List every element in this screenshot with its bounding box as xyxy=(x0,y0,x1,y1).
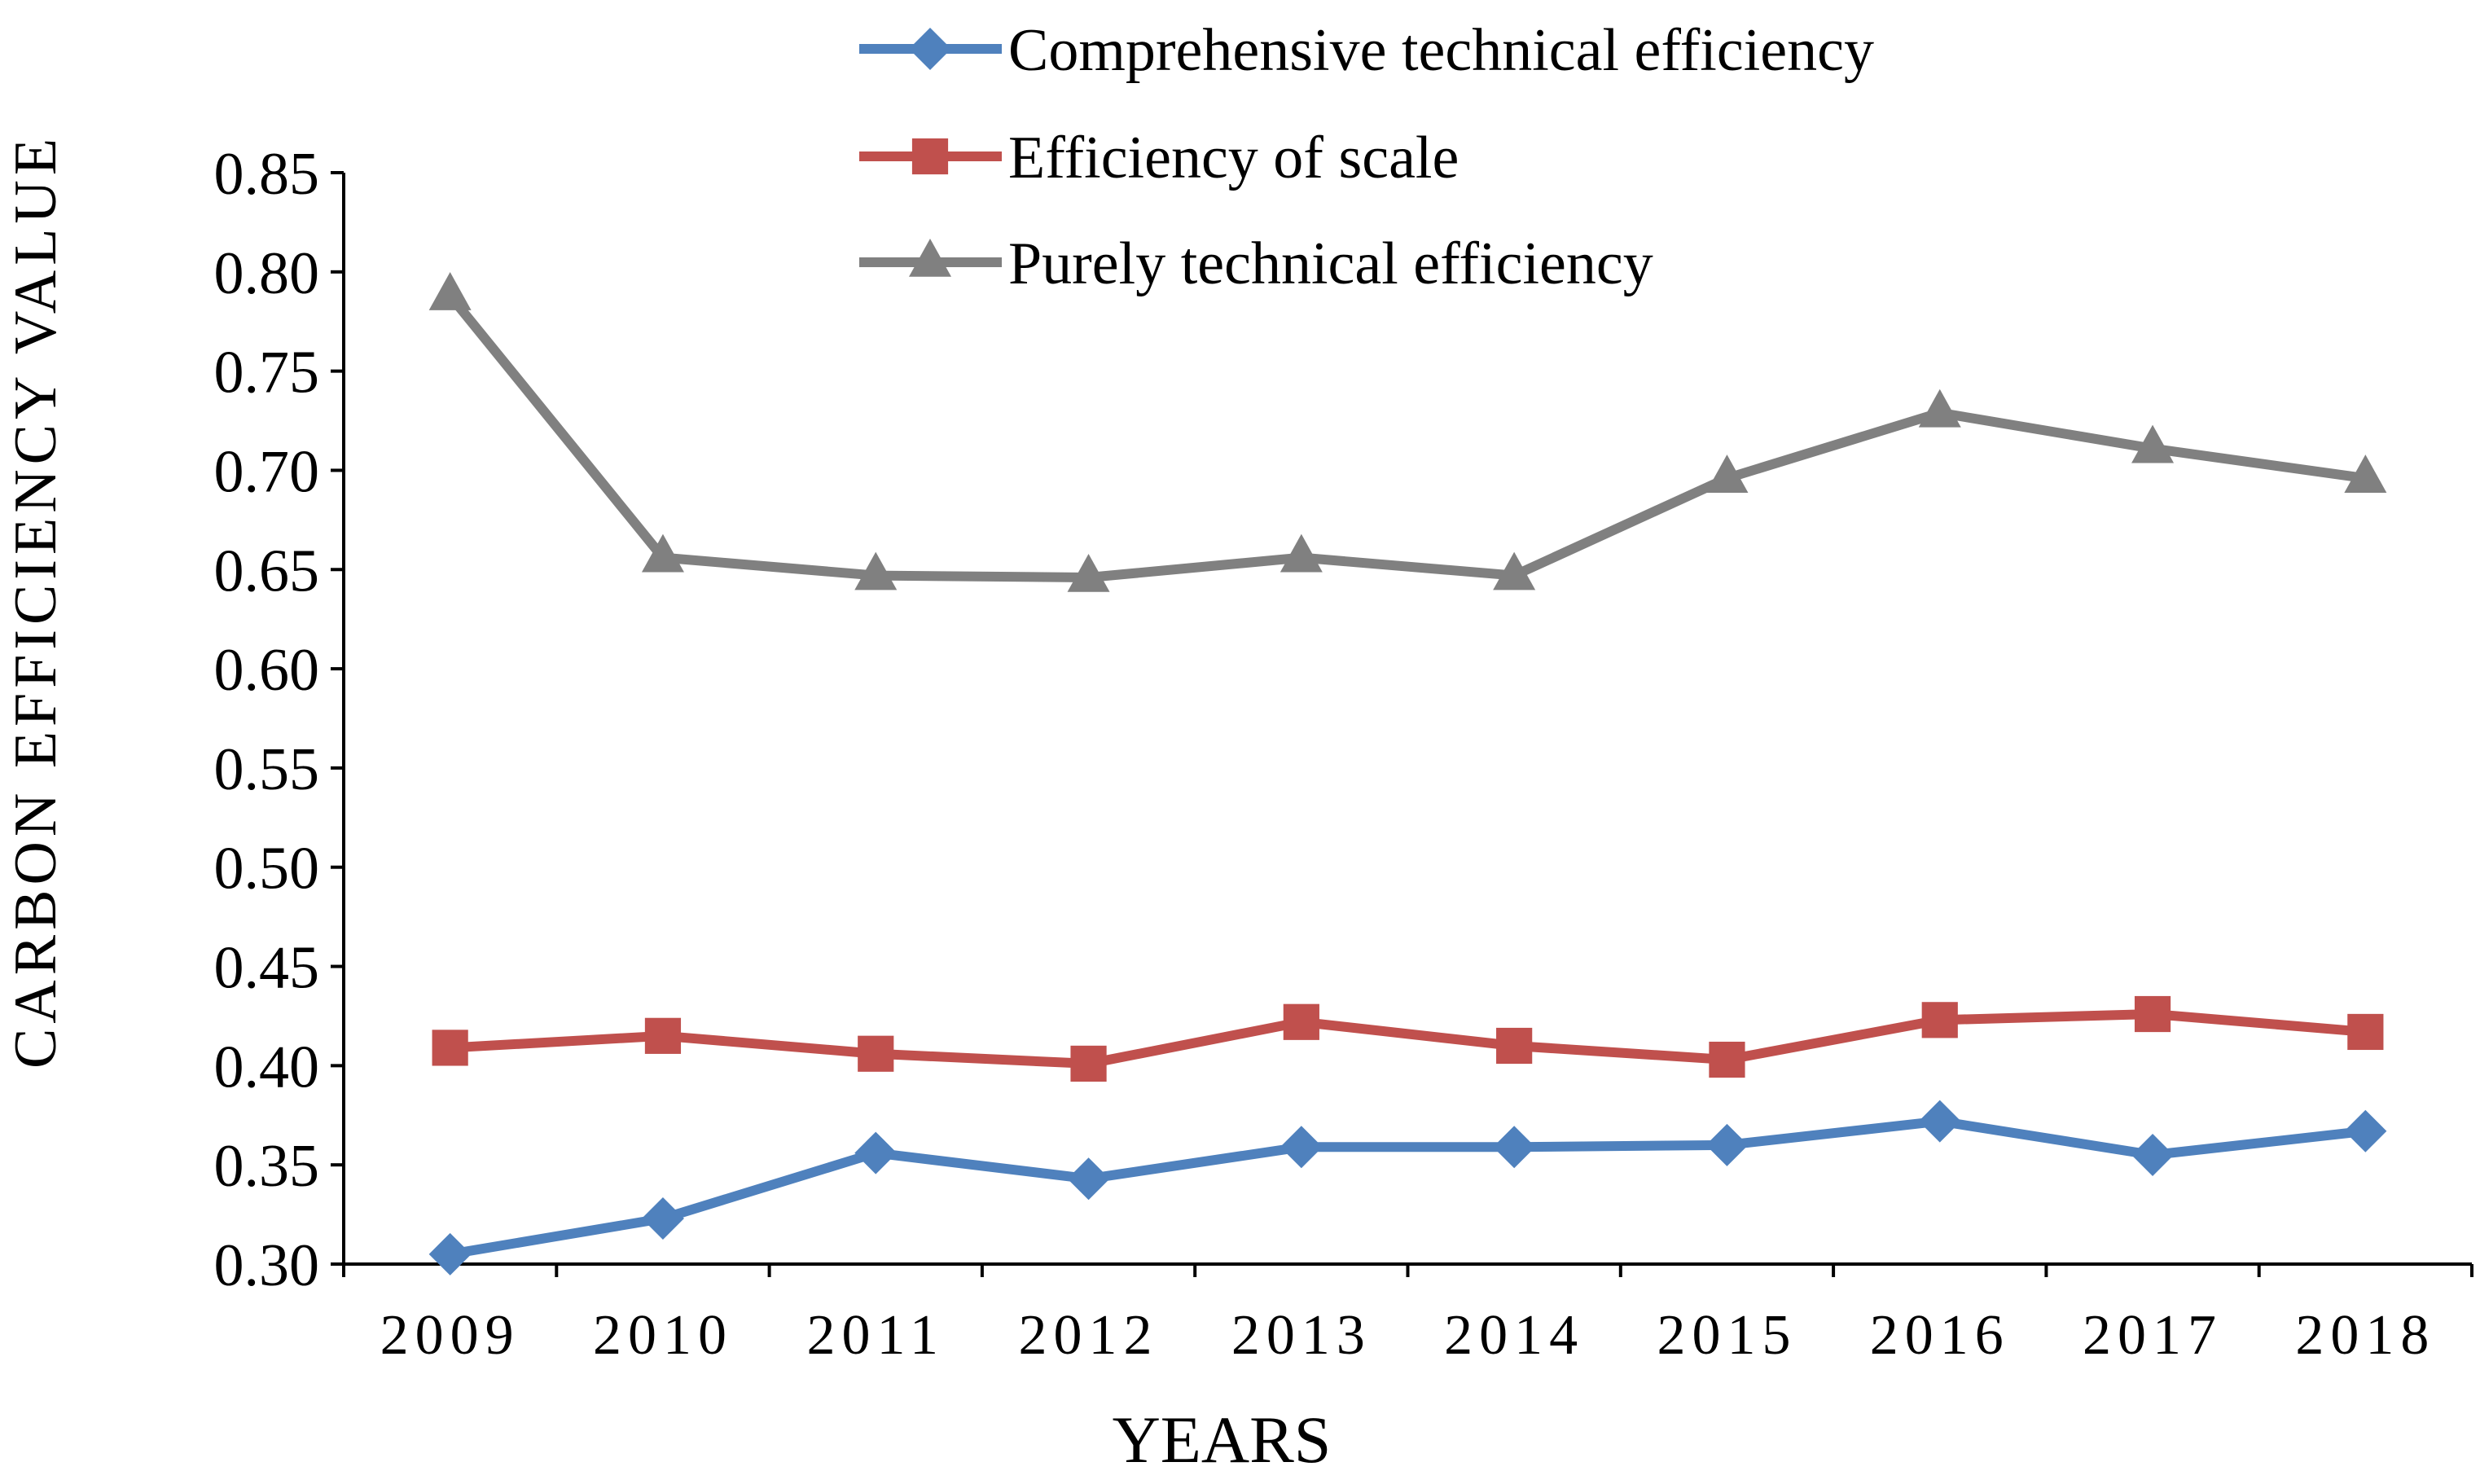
data-point xyxy=(644,1017,682,1054)
data-point xyxy=(1496,1027,1533,1065)
legend-item: Purely technical efficiency xyxy=(859,231,1653,297)
x-tick-label: 2017 xyxy=(2083,1304,2223,1367)
data-point xyxy=(1280,533,1323,573)
x-tick-label: 2013 xyxy=(1231,1304,1372,1367)
data-point xyxy=(858,1035,894,1072)
data-point xyxy=(2134,995,2171,1033)
y-tick-label: 0.35 xyxy=(214,1133,320,1200)
legend: Comprehensive technical efficiency Effici… xyxy=(859,17,1874,297)
series-0 xyxy=(428,1100,2387,1275)
series-1 xyxy=(432,995,2384,1082)
x-tick-label: 2014 xyxy=(1444,1304,1584,1367)
data-point xyxy=(1070,1045,1107,1082)
legend-item: Comprehensive technical efficiency xyxy=(859,17,1874,84)
y-tick-label: 0.70 xyxy=(214,438,320,505)
legend-label: Purely technical efficiency xyxy=(1008,231,1653,297)
y-tick-label: 0.80 xyxy=(214,240,320,307)
data-point xyxy=(2131,424,2175,463)
plot-area xyxy=(428,272,2387,1275)
legend-marker xyxy=(909,28,951,70)
y-axis-title: CARBON EFFICIENCY VALUE xyxy=(2,134,69,1069)
x-tick-label: 2010 xyxy=(593,1304,733,1367)
y-tick-label: 0.60 xyxy=(214,637,320,704)
data-point xyxy=(1921,1002,1958,1038)
data-point xyxy=(1067,1157,1110,1201)
series-line xyxy=(449,1116,2367,1259)
data-point xyxy=(1067,554,1110,592)
data-point xyxy=(641,1196,684,1240)
data-point xyxy=(1493,1126,1536,1169)
x-tick-label: 2009 xyxy=(380,1304,520,1367)
x-tick-label: 2011 xyxy=(807,1304,945,1367)
data-point xyxy=(1493,551,1536,591)
data-point xyxy=(641,533,684,573)
data-point xyxy=(432,1030,468,1066)
x-tick-label: 2016 xyxy=(1870,1304,2010,1367)
y-tick-label: 0.65 xyxy=(214,538,320,604)
y-tick-label: 0.75 xyxy=(214,340,320,406)
data-point xyxy=(854,551,898,591)
data-point xyxy=(1709,1041,1745,1078)
y-axis: 0.30 0.35 0.40 0.45 0.50 0.55 0.60 0.65 0.70 0.75… xyxy=(214,141,345,1299)
series-line xyxy=(446,292,2367,583)
y-tick-label: 0.40 xyxy=(214,1034,320,1100)
data-point xyxy=(1705,454,1749,493)
x-axis: 2009 2010 2011 2012 2013 2014 2015 2016 2017 2018 xyxy=(342,1262,2473,1367)
x-tick-label: 2012 xyxy=(1019,1304,1159,1367)
data-point xyxy=(1918,389,1961,428)
x-axis-title: YEARS xyxy=(1113,1403,1332,1477)
y-tick-label: 0.85 xyxy=(214,141,320,208)
y-tick-label: 0.30 xyxy=(214,1232,320,1299)
legend-label: Efficiency of scale xyxy=(1008,125,1459,191)
series-line xyxy=(450,1009,2366,1069)
data-point xyxy=(2347,1013,2384,1051)
data-point xyxy=(1280,1126,1323,1169)
data-point xyxy=(1705,1123,1749,1166)
data-point xyxy=(1283,1003,1319,1040)
series-2 xyxy=(428,272,2387,592)
y-tick-label: 0.55 xyxy=(214,736,320,803)
legend-label: Comprehensive technical efficiency xyxy=(1008,17,1874,84)
data-point xyxy=(2344,1109,2387,1153)
data-point xyxy=(2131,1134,2175,1176)
y-tick-label: 0.50 xyxy=(214,836,320,902)
x-tick-label: 2018 xyxy=(2295,1304,2435,1367)
legend-marker xyxy=(911,138,949,175)
y-tick-label: 0.45 xyxy=(214,935,320,1002)
x-tick-label: 2015 xyxy=(1657,1304,1797,1367)
legend-marker xyxy=(909,238,951,277)
data-point xyxy=(428,272,472,310)
legend-item: Efficiency of scale xyxy=(859,125,1459,191)
data-point xyxy=(428,1232,472,1275)
data-point xyxy=(2344,454,2387,493)
data-point xyxy=(1918,1100,1961,1143)
data-point xyxy=(854,1131,898,1174)
